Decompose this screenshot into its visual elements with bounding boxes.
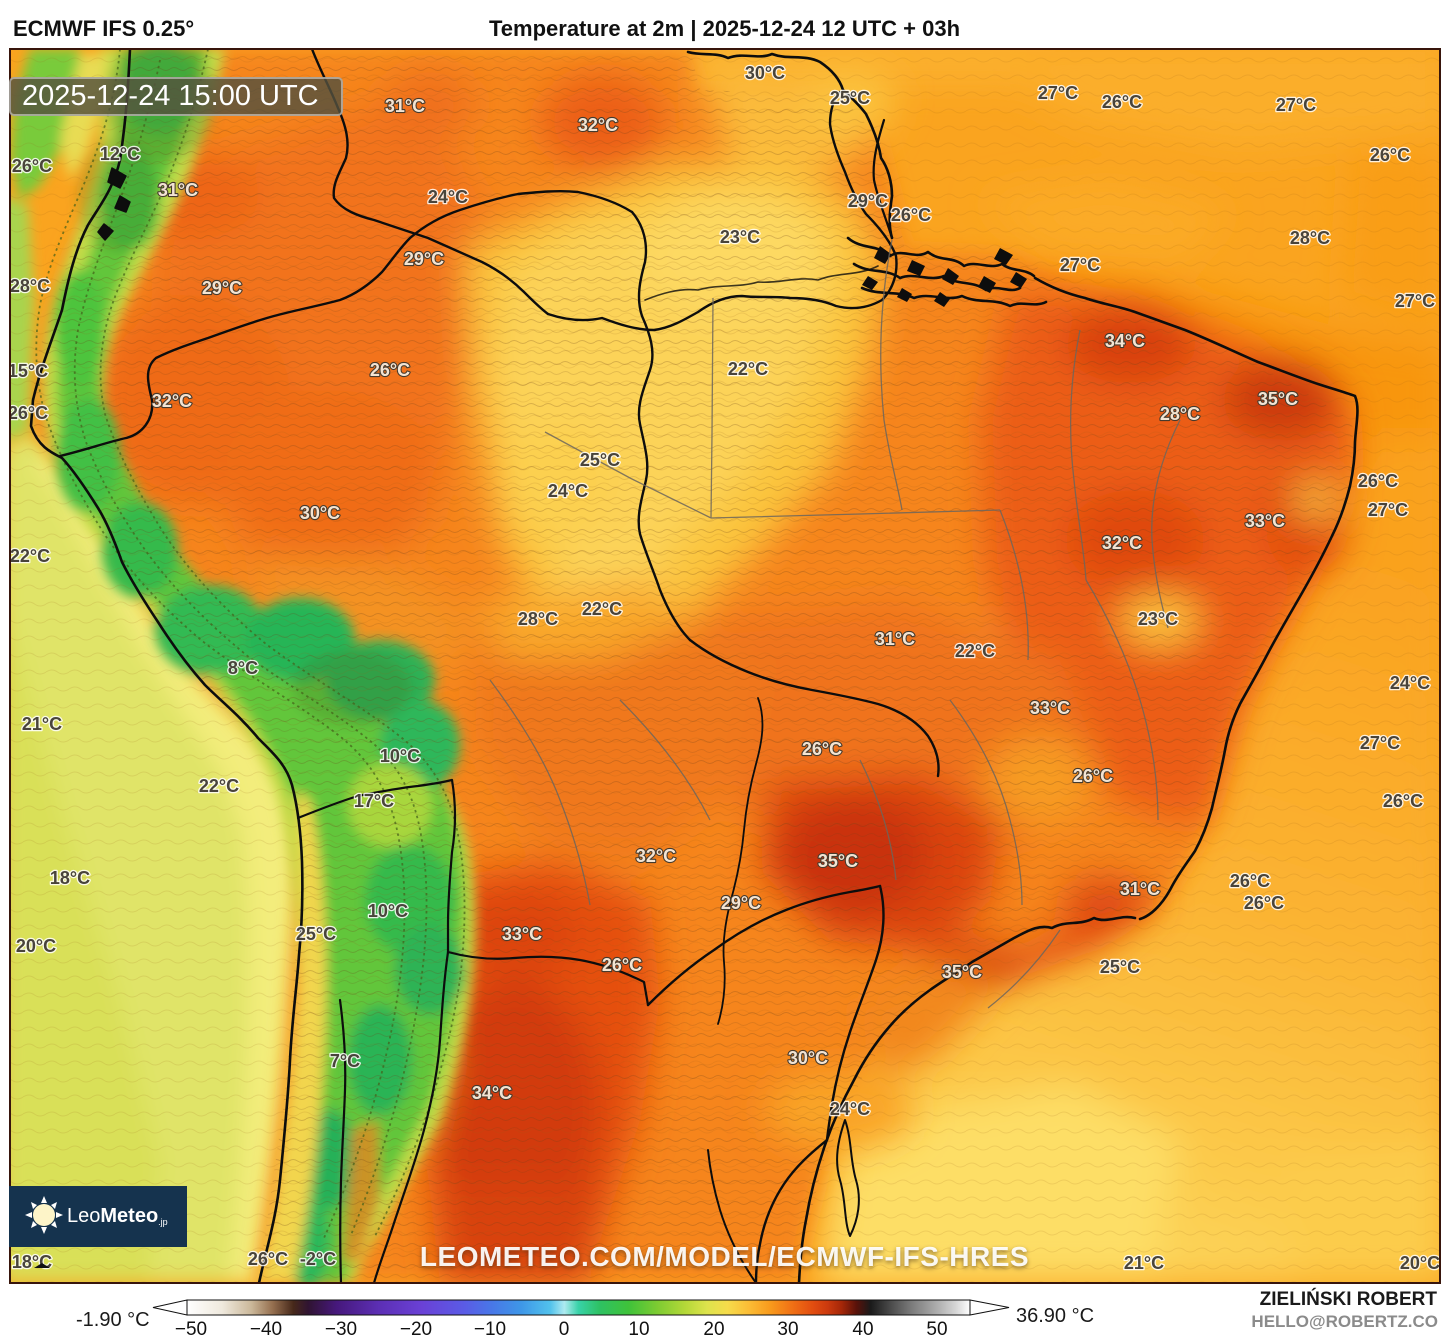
svg-text:21°C: 21°C	[22, 714, 62, 734]
svg-text:31°C: 31°C	[875, 629, 915, 649]
svg-text:26°C: 26°C	[1230, 871, 1270, 891]
svg-text:28°C: 28°C	[518, 609, 558, 629]
svg-text:20: 20	[703, 1319, 724, 1338]
svg-text:26°C: 26°C	[602, 955, 642, 975]
svg-text:0: 0	[559, 1319, 570, 1338]
svg-text:40: 40	[852, 1319, 873, 1338]
svg-text:50: 50	[926, 1319, 947, 1338]
svg-text:33°C: 33°C	[1030, 698, 1070, 718]
svg-text:27°C: 27°C	[1276, 95, 1316, 115]
svg-text:-2°C: -2°C	[300, 1249, 336, 1269]
svg-text:−50: −50	[175, 1319, 207, 1338]
svg-text:7°C: 7°C	[330, 1051, 360, 1071]
svg-text:32°C: 32°C	[152, 391, 192, 411]
svg-text:18°C: 18°C	[50, 868, 90, 888]
svg-text:10°C: 10°C	[368, 901, 408, 921]
svg-text:26°C: 26°C	[1073, 766, 1113, 786]
svg-text:29°C: 29°C	[721, 893, 761, 913]
svg-text:28°C: 28°C	[10, 276, 50, 296]
svg-text:24°C: 24°C	[548, 481, 588, 501]
svg-text:31°C: 31°C	[385, 96, 425, 116]
svg-text:23°C: 23°C	[1138, 609, 1178, 629]
svg-text:32°C: 32°C	[1102, 533, 1142, 553]
svg-text:30°C: 30°C	[745, 63, 785, 83]
svg-text:32°C: 32°C	[578, 115, 618, 135]
svg-text:22°C: 22°C	[199, 776, 239, 796]
svg-text:22°C: 22°C	[10, 546, 50, 566]
svg-text:25°C: 25°C	[1100, 957, 1140, 977]
svg-text:LeoMeteo.jp: LeoMeteo.jp	[67, 1205, 168, 1227]
svg-text:29°C: 29°C	[848, 191, 888, 211]
svg-text:33°C: 33°C	[1245, 511, 1285, 531]
svg-text:−40: −40	[250, 1319, 282, 1338]
svg-text:20°C: 20°C	[1400, 1253, 1440, 1273]
svg-text:8°C: 8°C	[228, 658, 258, 678]
svg-text:27°C: 27°C	[1360, 733, 1400, 753]
svg-text:22°C: 22°C	[582, 599, 622, 619]
svg-text:25°C: 25°C	[296, 924, 336, 944]
svg-text:24°C: 24°C	[830, 1099, 870, 1119]
svg-text:23°C: 23°C	[720, 227, 760, 247]
svg-text:26°C: 26°C	[8, 403, 48, 423]
svg-text:28°C: 28°C	[1160, 404, 1200, 424]
svg-text:31°C: 31°C	[1120, 879, 1160, 899]
svg-text:26°C: 26°C	[1102, 92, 1142, 112]
svg-text:35°C: 35°C	[1258, 389, 1298, 409]
svg-text:12°C: 12°C	[100, 144, 140, 164]
svg-text:35°C: 35°C	[942, 962, 982, 982]
svg-text:25°C: 25°C	[580, 450, 620, 470]
svg-text:20°C: 20°C	[16, 936, 56, 956]
svg-text:33°C: 33°C	[502, 924, 542, 944]
svg-text:26°C: 26°C	[370, 360, 410, 380]
svg-text:27°C: 27°C	[1368, 500, 1408, 520]
svg-text:10: 10	[628, 1319, 649, 1338]
svg-text:26°C: 26°C	[802, 739, 842, 759]
svg-text:26°C: 26°C	[1370, 145, 1410, 165]
svg-text:29°C: 29°C	[202, 278, 242, 298]
svg-text:−10: −10	[474, 1319, 506, 1338]
svg-text:26°C: 26°C	[1383, 791, 1423, 811]
svg-text:35°C: 35°C	[818, 851, 858, 871]
svg-text:17°C: 17°C	[354, 791, 394, 811]
svg-text:21°C: 21°C	[1124, 1253, 1164, 1273]
svg-text:31°C: 31°C	[158, 180, 198, 200]
svg-text:34°C: 34°C	[1105, 331, 1145, 351]
svg-text:24°C: 24°C	[1390, 673, 1430, 693]
svg-text:26°C: 26°C	[12, 156, 52, 176]
svg-text:−20: −20	[400, 1319, 432, 1338]
svg-text:34°C: 34°C	[472, 1083, 512, 1103]
svg-text:27°C: 27°C	[1395, 291, 1435, 311]
svg-text:30°C: 30°C	[300, 503, 340, 523]
svg-text:26°C: 26°C	[1358, 471, 1398, 491]
svg-text:29°C: 29°C	[404, 249, 444, 269]
svg-text:27°C: 27°C	[1060, 255, 1100, 275]
svg-text:22°C: 22°C	[728, 359, 768, 379]
svg-text:24°C: 24°C	[428, 187, 468, 207]
svg-text:25°C: 25°C	[830, 88, 870, 108]
svg-text:26°C: 26°C	[248, 1249, 288, 1269]
svg-text:27°C: 27°C	[1038, 83, 1078, 103]
svg-text:22°C: 22°C	[955, 641, 995, 661]
svg-text:10°C: 10°C	[380, 746, 420, 766]
svg-text:26°C: 26°C	[1244, 893, 1284, 913]
svg-text:30°C: 30°C	[788, 1048, 828, 1068]
svg-text:26°C: 26°C	[891, 205, 931, 225]
svg-text:32°C: 32°C	[636, 846, 676, 866]
svg-text:30: 30	[777, 1319, 798, 1338]
svg-text:28°C: 28°C	[1290, 228, 1330, 248]
svg-text:15°C: 15°C	[8, 361, 48, 381]
svg-text:−30: −30	[325, 1319, 357, 1338]
